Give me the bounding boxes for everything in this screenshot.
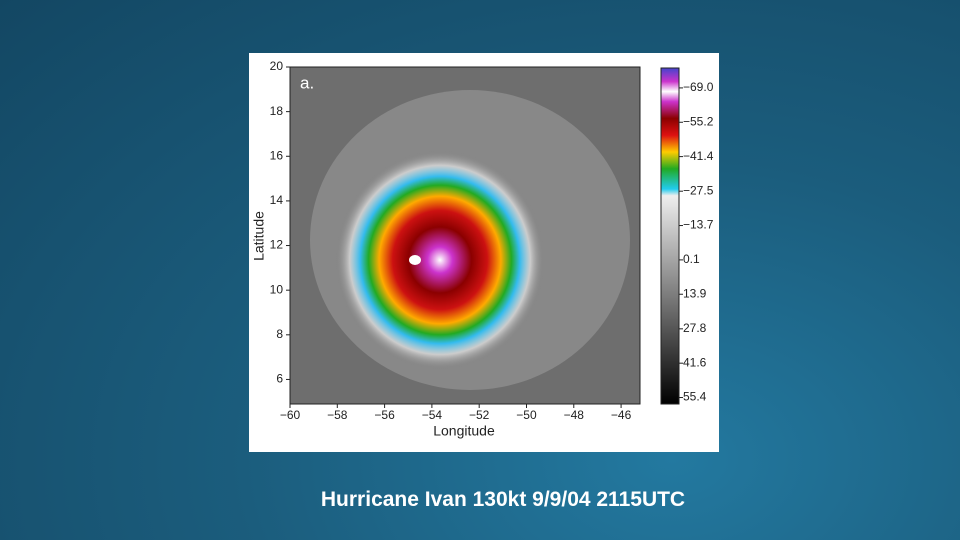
figure: a. Longitude Latitude −60 −58 −56 −54 −52 −50… [250,59,714,439]
x-tick-label: −54 [422,408,443,422]
y-axis-label: Latitude [251,211,267,261]
colorbar-tick-label: −41.4 [683,149,714,163]
y-tick-label: 16 [270,148,284,162]
colorbar-tick-label: −55.2 [683,114,714,128]
storm [335,150,545,370]
y-tick-label: 6 [276,372,283,386]
y-tick-label: 14 [270,193,284,207]
colorbar-tick-label: 41.6 [683,355,707,369]
panel-label: a. [300,73,314,92]
colorbar-tick-label: −13.7 [683,218,714,232]
y-tick-label: 10 [270,282,284,296]
colorbar-tick-label: 13.9 [683,286,707,300]
y-tick-label: 20 [270,59,284,73]
plot-frame [289,66,641,405]
y-tick-label: 12 [270,238,284,252]
x-axis-label: Longitude [433,423,495,439]
x-tick-label: −60 [280,408,301,422]
x-tick-label: −52 [469,408,490,422]
x-tick-label: −48 [564,408,585,422]
eye [409,255,421,265]
x-tick-label: −58 [327,408,348,422]
colorbar-tick-label: 55.4 [683,390,707,404]
colorbar-tick-label: 27.8 [683,321,707,335]
caption: Hurricane Ivan 130kt 9/9/04 2115UTC [320,488,686,511]
colorbar-tick-label: 0.1 [683,252,700,266]
colorbar [660,67,680,405]
x-tick-label: −50 [516,408,537,422]
y-tick-label: 18 [270,104,284,118]
colorbar-tick-label: −69.0 [683,80,714,94]
y-tick-label: 8 [276,327,283,341]
x-tick-label: −56 [374,408,395,422]
colorbar-tick-label: −27.5 [683,183,714,197]
x-tick-label: −46 [611,408,632,422]
